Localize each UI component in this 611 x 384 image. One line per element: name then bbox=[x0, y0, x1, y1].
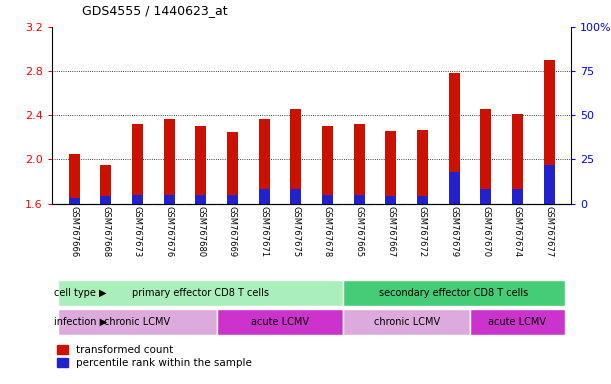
Legend: transformed count, percentile rank within the sample: transformed count, percentile rank withi… bbox=[57, 345, 252, 368]
Bar bbox=[354, 195, 365, 204]
Bar bbox=[417, 129, 428, 204]
Text: acute LCMV: acute LCMV bbox=[488, 316, 546, 327]
Bar bbox=[322, 126, 333, 204]
Text: primary effector CD8 T cells: primary effector CD8 T cells bbox=[132, 288, 269, 298]
Text: GSM767666: GSM767666 bbox=[70, 206, 79, 257]
Text: GSM767680: GSM767680 bbox=[196, 206, 205, 257]
Bar bbox=[322, 195, 333, 204]
Bar bbox=[343, 280, 565, 306]
Bar bbox=[290, 189, 301, 204]
Bar bbox=[386, 131, 397, 204]
Bar bbox=[290, 109, 301, 204]
Text: GSM767676: GSM767676 bbox=[164, 206, 174, 257]
Text: cell type ▶: cell type ▶ bbox=[54, 288, 106, 298]
Bar bbox=[164, 195, 175, 204]
Bar bbox=[132, 124, 143, 204]
Bar bbox=[164, 119, 175, 204]
Bar bbox=[386, 197, 397, 204]
Text: GSM767668: GSM767668 bbox=[101, 206, 110, 257]
Text: GSM767669: GSM767669 bbox=[228, 206, 237, 257]
Bar bbox=[58, 280, 343, 306]
Text: GDS4555 / 1440623_at: GDS4555 / 1440623_at bbox=[82, 4, 228, 17]
Text: GSM767672: GSM767672 bbox=[418, 206, 427, 257]
Bar bbox=[132, 195, 143, 204]
Text: infection ▶: infection ▶ bbox=[54, 316, 107, 327]
Bar bbox=[512, 189, 523, 204]
Text: GSM767677: GSM767677 bbox=[544, 206, 554, 257]
Text: GSM767674: GSM767674 bbox=[513, 206, 522, 257]
Bar bbox=[512, 114, 523, 204]
Bar bbox=[100, 165, 111, 204]
Bar bbox=[100, 197, 111, 204]
Bar bbox=[470, 309, 565, 334]
Text: GSM767675: GSM767675 bbox=[291, 206, 300, 257]
Text: GSM767665: GSM767665 bbox=[354, 206, 364, 257]
Bar bbox=[343, 309, 470, 334]
Bar bbox=[480, 109, 491, 204]
Bar bbox=[258, 119, 269, 204]
Bar bbox=[448, 172, 459, 204]
Bar bbox=[258, 189, 269, 204]
Text: chronic LCMV: chronic LCMV bbox=[104, 316, 170, 327]
Text: GSM767671: GSM767671 bbox=[260, 206, 269, 257]
Bar bbox=[448, 73, 459, 204]
Text: GSM767673: GSM767673 bbox=[133, 206, 142, 257]
Bar bbox=[196, 195, 207, 204]
Text: GSM767679: GSM767679 bbox=[450, 206, 459, 257]
Bar bbox=[227, 195, 238, 204]
Text: acute LCMV: acute LCMV bbox=[251, 316, 309, 327]
Bar bbox=[196, 126, 207, 204]
Bar bbox=[480, 189, 491, 204]
Bar bbox=[58, 309, 217, 334]
Text: GSM767678: GSM767678 bbox=[323, 206, 332, 257]
Bar bbox=[68, 198, 79, 204]
Text: secondary effector CD8 T cells: secondary effector CD8 T cells bbox=[379, 288, 529, 298]
Bar bbox=[217, 309, 343, 334]
Bar bbox=[68, 154, 79, 204]
Bar bbox=[417, 197, 428, 204]
Bar bbox=[544, 60, 555, 204]
Text: GSM767667: GSM767667 bbox=[386, 206, 395, 257]
Text: chronic LCMV: chronic LCMV bbox=[373, 316, 440, 327]
Bar bbox=[354, 124, 365, 204]
Text: GSM767670: GSM767670 bbox=[481, 206, 490, 257]
Bar bbox=[544, 165, 555, 204]
Bar bbox=[227, 132, 238, 204]
